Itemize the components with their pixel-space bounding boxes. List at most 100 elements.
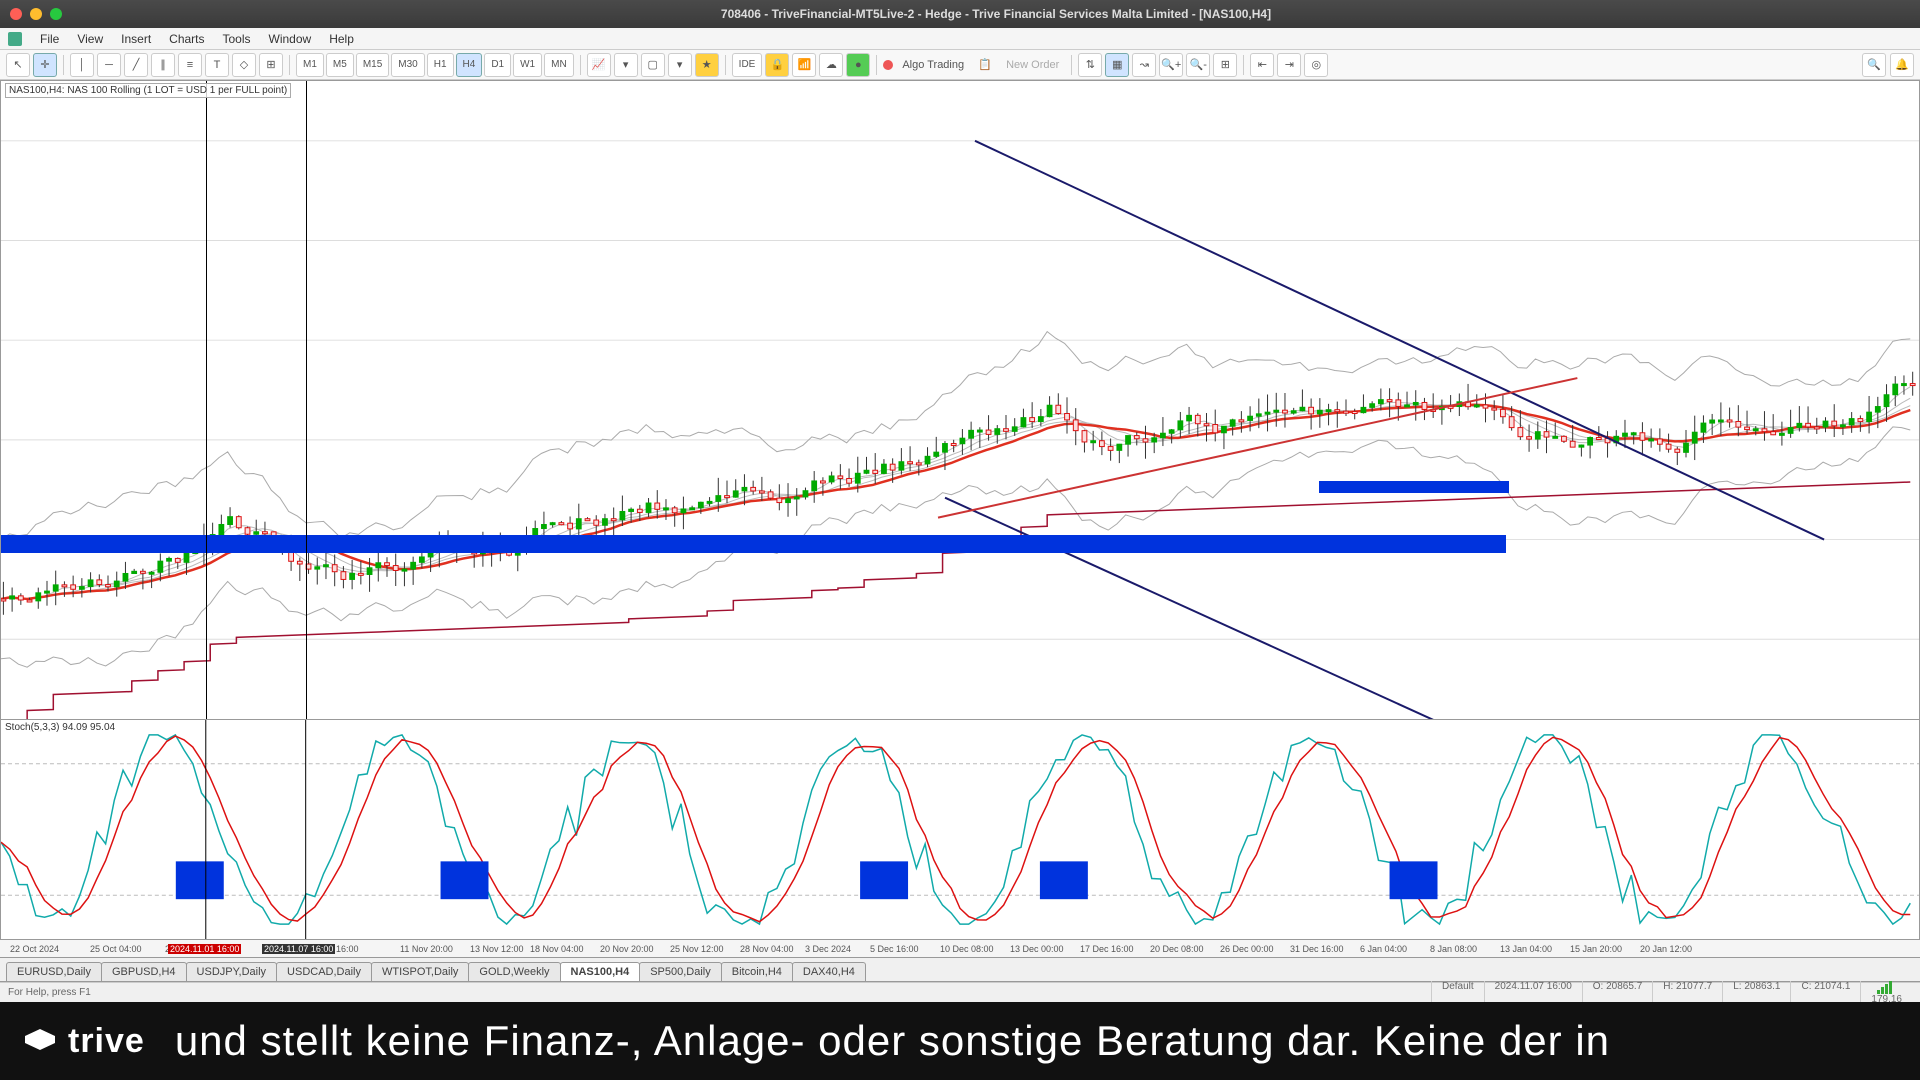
zoomout-icon[interactable]: 🔍- [1186,53,1210,77]
grid-icon[interactable]: ▦ [1105,53,1129,77]
signal-icon[interactable]: 📶 [792,53,816,77]
crosshair-vline [206,81,207,719]
menu-insert[interactable]: Insert [121,32,151,46]
time-label: 20 Dec 08:00 [1150,944,1204,954]
alert-icon[interactable]: ★ [695,53,719,77]
trive-logo: trive [20,1021,145,1061]
status-profile[interactable]: Default [1431,981,1484,1005]
menubar: File View Insert Charts Tools Window Hel… [0,28,1920,50]
app-icon [8,32,22,46]
timeframe-h4[interactable]: H4 [456,53,483,77]
brand-name: trive [68,1022,145,1061]
price-chart[interactable]: NAS100,H4: NAS 100 Rolling (1 LOT = USD … [0,80,1920,720]
cloud-icon[interactable]: ☁ [819,53,843,77]
time-label: 25 Nov 12:00 [670,944,724,954]
minimize-icon[interactable] [30,8,42,20]
tile-icon[interactable]: ⊞ [1213,53,1237,77]
time-label: 10 Dec 08:00 [940,944,994,954]
tab-bitcoin-h4[interactable]: Bitcoin,H4 [721,962,793,981]
indicator-label: Stoch(5,3,3) 94.09 95.04 [5,722,115,733]
timeframe-m5[interactable]: M5 [326,53,354,77]
time-label: 5 Dec 16:00 [870,944,919,954]
timeframe-m30[interactable]: M30 [391,53,424,77]
algo-trading-label[interactable]: Algo Trading [896,59,970,71]
time-label: 31 Dec 16:00 [1290,944,1344,954]
trendline-icon[interactable]: ╱ [124,53,148,77]
maximize-icon[interactable] [50,8,62,20]
tab-eurusd-daily[interactable]: EURUSD,Daily [6,962,102,981]
close-icon[interactable] [10,8,22,20]
charttype-icon[interactable]: 📈 [587,53,611,77]
tab-wtispot-daily[interactable]: WTISPOT,Daily [371,962,469,981]
time-label: 28 Nov 04:00 [740,944,794,954]
crosshair-icon[interactable]: ✛ [33,53,57,77]
vline-icon[interactable]: │ [70,53,94,77]
time-label: 8 Jan 08:00 [1430,944,1477,954]
order-icon[interactable]: 📋 [973,53,997,77]
time-label: 15 Jan 20:00 [1570,944,1622,954]
menu-tools[interactable]: Tools [223,32,251,46]
connection-bars-icon [1877,981,1902,994]
text-icon[interactable]: T [205,53,229,77]
timeframe-mn[interactable]: MN [544,53,574,77]
menu-help[interactable]: Help [329,32,354,46]
autoscroll-icon[interactable]: ↝ [1132,53,1156,77]
new-order-button[interactable]: New Order [1000,59,1065,71]
channel-icon[interactable]: ∥ [151,53,175,77]
status-low: L: 20863.1 [1722,981,1790,1005]
search-icon[interactable]: 🔍 [1862,53,1886,77]
menu-charts[interactable]: Charts [169,32,204,46]
lock-icon[interactable]: 🔒 [765,53,789,77]
timeframe-d1[interactable]: D1 [484,53,511,77]
notifications-icon[interactable]: 🔔 [1890,53,1914,77]
tab-nas100-h4[interactable]: NAS100,H4 [560,962,641,981]
objects-icon[interactable]: ⊞ [259,53,283,77]
timeframe-h1[interactable]: H1 [427,53,454,77]
traffic-lights [10,8,62,20]
chart-tabs: EURUSD,DailyGBPUSD,H4USDJPY,DailyUSDCAD,… [0,958,1920,982]
time-label: 3 Dec 2024 [805,944,851,954]
separator [1243,55,1244,75]
shift-icon[interactable]: ⇤ [1250,53,1274,77]
tab-dax40-h4[interactable]: DAX40,H4 [792,962,866,981]
tab-usdjpy-daily[interactable]: USDJPY,Daily [186,962,278,981]
ide-button[interactable]: IDE [732,53,763,77]
status-connection: 179.16 [1860,981,1912,1005]
zoomin-icon[interactable]: 🔍+ [1159,53,1183,77]
tab-gold-weekly[interactable]: GOLD,Weekly [468,962,560,981]
support-zone [1,535,1506,553]
menu-view[interactable]: View [77,32,103,46]
template-icon[interactable]: ▢ [641,53,665,77]
time-label: 25 Oct 04:00 [90,944,142,954]
shapes-icon[interactable]: ◇ [232,53,256,77]
stochastic-indicator[interactable]: Stoch(5,3,3) 94.09 95.04 [0,720,1920,940]
hline-icon[interactable]: ─ [97,53,121,77]
template-dd-icon[interactable]: ▾ [668,53,692,77]
menu-window[interactable]: Window [269,32,312,46]
time-highlight: 2024.11.07 16:00 [262,944,335,954]
strategy-icon[interactable]: ◎ [1304,53,1328,77]
status-high: H: 21077.7 [1652,981,1722,1005]
timeframe-m15[interactable]: M15 [356,53,389,77]
status-time: 2024.11.07 16:00 [1484,981,1582,1005]
support-zone-small [1319,481,1509,493]
charttype-dd-icon[interactable]: ▾ [614,53,638,77]
fib-icon[interactable]: ≡ [178,53,202,77]
time-label: 17 Dec 16:00 [1080,944,1134,954]
vps-icon[interactable]: ● [846,53,870,77]
status-close: C: 21074.1 [1790,981,1860,1005]
shift2-icon[interactable]: ⇥ [1277,53,1301,77]
timeframe-m1[interactable]: M1 [296,53,324,77]
chart-symbol-label: NAS100,H4: NAS 100 Rolling (1 LOT = USD … [5,83,291,98]
time-label: 13 Dec 00:00 [1010,944,1064,954]
cursor-icon[interactable]: ↖ [6,53,30,77]
time-label: 20 Jan 12:00 [1640,944,1692,954]
menu-file[interactable]: File [40,32,59,46]
tab-usdcad-daily[interactable]: USDCAD,Daily [276,962,372,981]
chart-canvas [1,81,1919,719]
timeframe-w1[interactable]: W1 [513,53,542,77]
time-label: 11 Nov 20:00 [400,944,453,954]
tab-gbpusd-h4[interactable]: GBPUSD,H4 [101,962,187,981]
tab-sp500-daily[interactable]: SP500,Daily [639,962,722,981]
depth-icon[interactable]: ⇅ [1078,53,1102,77]
